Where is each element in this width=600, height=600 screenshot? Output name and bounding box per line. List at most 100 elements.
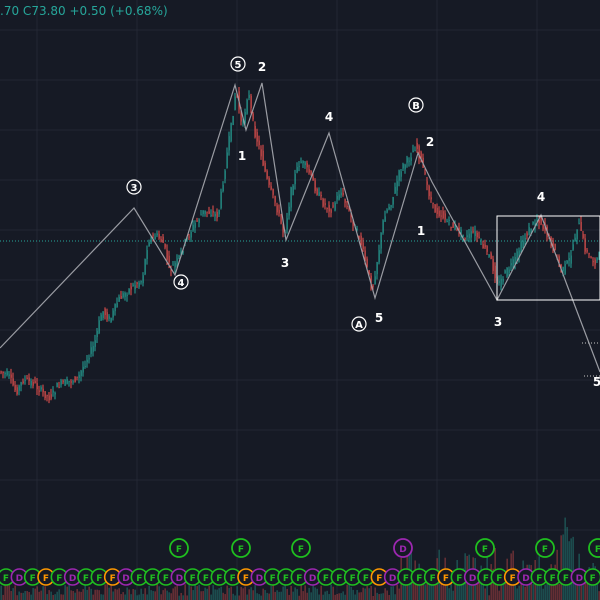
candle-body (82, 366, 84, 373)
event-marker-bottom-label: F (136, 574, 142, 584)
candle-body (10, 374, 12, 378)
volume-bar (68, 584, 70, 600)
volume-bar (386, 590, 388, 600)
volume-bar (278, 591, 280, 600)
volume-bar (440, 580, 442, 600)
open-value-fragment: .70 (0, 4, 20, 18)
candle-body (302, 161, 304, 164)
candle-body (460, 229, 462, 235)
candle-body (222, 184, 224, 192)
candle-body (306, 163, 308, 168)
volume-bar (516, 588, 518, 600)
volume-bar (66, 586, 68, 600)
event-marker-bottom-label: D (469, 574, 476, 584)
candle-body (388, 206, 390, 210)
candle-body (280, 214, 282, 224)
volume-bar (272, 584, 274, 600)
candle-body (104, 308, 106, 316)
volume-bar (96, 589, 98, 600)
candle-body (64, 379, 66, 386)
volume-bar (2, 594, 4, 600)
volume-bar (368, 588, 370, 600)
volume-bar (558, 583, 560, 600)
volume-bar (412, 575, 414, 600)
event-marker-bottom-label: F (496, 574, 502, 584)
candle-body (126, 294, 128, 297)
candle-body (14, 384, 16, 391)
volume-bar (142, 593, 144, 600)
candle-body (582, 233, 584, 238)
volume-bar (198, 584, 200, 600)
volume-bar (442, 577, 444, 600)
candle-body (264, 162, 266, 172)
event-marker-bottom-label: D (309, 574, 316, 584)
volume-bar (164, 588, 166, 600)
volume-bar (160, 594, 162, 600)
volume-bar (300, 584, 302, 600)
event-marker-bottom-label: F (30, 574, 36, 584)
volume-bar (124, 594, 126, 600)
volume-bar (218, 588, 220, 600)
volume-bar (284, 585, 286, 600)
candle-body (128, 288, 130, 294)
candle-body (380, 232, 382, 249)
volume-bar (352, 589, 354, 600)
event-marker-label: F (298, 545, 304, 555)
volume-bar (158, 586, 160, 600)
candle-body (206, 211, 208, 213)
volume-bar (424, 584, 426, 600)
volume-bar (202, 591, 204, 600)
volume-bar (50, 591, 52, 600)
candle-body (430, 197, 432, 200)
volume-bar (290, 585, 292, 600)
volume-bar (192, 590, 194, 600)
volume-bar (572, 536, 574, 600)
event-marker-bottom-label: F (203, 574, 209, 584)
candle-body (132, 284, 134, 286)
candle-body (580, 222, 582, 232)
volume-bar (296, 589, 298, 600)
volume-bar (394, 594, 396, 600)
event-marker-bottom-label: D (256, 574, 263, 584)
candle-body (52, 390, 54, 393)
volume-bar (542, 588, 544, 600)
candle-body (210, 214, 212, 216)
candle-body (562, 266, 564, 271)
event-marker-bottom-label: F (336, 574, 342, 584)
candle-body (538, 219, 540, 224)
candle-body (338, 194, 340, 200)
candle-body (524, 237, 526, 240)
candle-body (180, 250, 182, 254)
volume-bar (216, 589, 218, 600)
volume-bar (134, 589, 136, 600)
candle-body (4, 373, 6, 375)
candle-body (480, 239, 482, 241)
candle-body (258, 140, 260, 146)
volume-bar (392, 586, 394, 600)
candle-body (160, 239, 162, 243)
candle-body (444, 213, 446, 220)
volume-bar (244, 586, 246, 600)
volume-bar (246, 594, 248, 600)
volume-bar (230, 586, 232, 600)
candle-body (16, 387, 18, 395)
wave-box (496, 215, 600, 301)
candle-body (566, 260, 568, 264)
volume-bar (54, 594, 56, 600)
volume-bar (86, 589, 88, 600)
volume-bar (270, 586, 272, 600)
volume-bar (62, 594, 64, 600)
candle-body (46, 395, 48, 397)
candle-body (134, 285, 136, 290)
volume-bar (16, 595, 18, 600)
candle-body (462, 234, 464, 237)
volume-bar (186, 595, 188, 600)
candle-body (448, 219, 450, 221)
candle-body (590, 257, 592, 259)
candle-body (492, 258, 494, 271)
candle-body (312, 176, 314, 181)
volume-bar (250, 587, 252, 600)
candle-body (100, 314, 102, 321)
